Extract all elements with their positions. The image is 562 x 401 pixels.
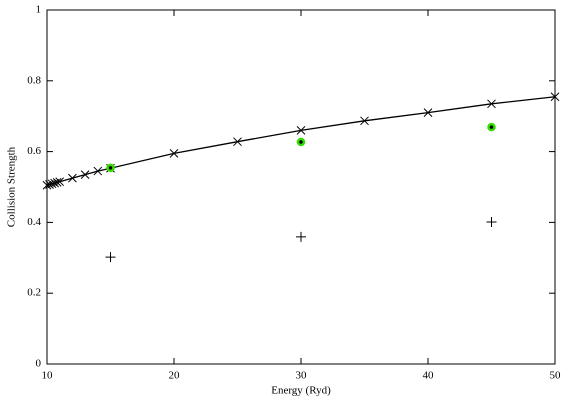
cross-marker — [93, 166, 103, 176]
x-axis-label: Energy (Ryd) — [271, 385, 331, 397]
cross-marker — [423, 108, 433, 118]
cross-marker — [550, 92, 560, 102]
x-tick-label: 20 — [169, 370, 181, 382]
cross-marker — [296, 126, 306, 135]
cross-marker — [233, 137, 242, 147]
cross-marker — [42, 180, 52, 190]
x-tick-label: 10 — [42, 370, 54, 382]
y-tick-label: 0.2 — [27, 287, 41, 299]
cross-marker — [45, 180, 54, 189]
cross-marker — [55, 177, 65, 187]
dot-marker — [487, 122, 496, 132]
y-tick-label: 0.8 — [27, 74, 41, 86]
y-tick-label: 0 — [36, 358, 42, 370]
cross-marker — [487, 99, 496, 109]
x-tick-label: 40 — [423, 370, 435, 382]
cross-marker — [360, 116, 369, 126]
y-tick-label: 0.6 — [27, 145, 41, 157]
dot-marker — [106, 163, 115, 173]
cross-marker — [50, 178, 59, 188]
cross-marker — [80, 170, 90, 179]
plus-marker — [486, 217, 497, 228]
cross-marker — [52, 178, 62, 187]
dot-marker — [296, 137, 306, 147]
plus-marker — [296, 231, 306, 242]
plus-marker — [105, 252, 116, 263]
x-tick-label: 30 — [296, 370, 308, 382]
y-tick-label: 0.4 — [27, 216, 41, 228]
cross-marker — [68, 173, 77, 183]
y-axis-label: Collision Strength — [6, 146, 18, 227]
y-tick-label: 1 — [36, 4, 42, 16]
x-tick-label: 50 — [550, 370, 562, 382]
cross-marker — [169, 149, 179, 158]
plot-frame — [46, 9, 556, 365]
cross-marker — [47, 179, 57, 189]
